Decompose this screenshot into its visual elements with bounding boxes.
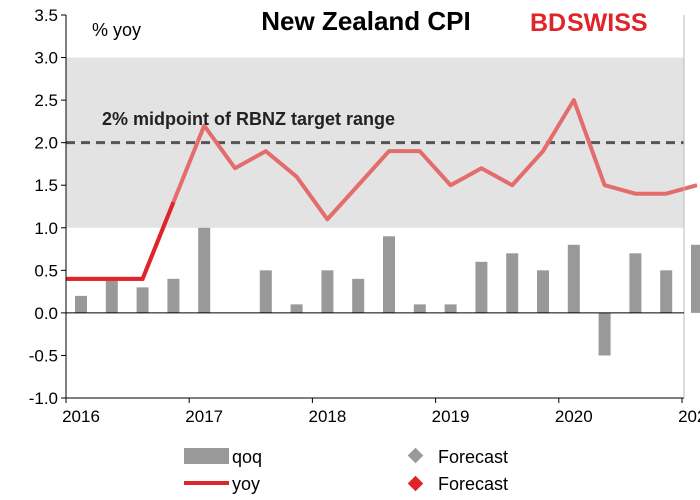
y-tick-label: 3.5 bbox=[34, 6, 58, 25]
qoq-bar bbox=[444, 304, 457, 313]
x-tick-label: 2019 bbox=[432, 407, 470, 426]
yoy-line-layer bbox=[66, 98, 698, 281]
unit-label: % yoy bbox=[92, 20, 141, 40]
qoq-bars bbox=[75, 227, 700, 356]
x-tick-label: 2018 bbox=[308, 407, 346, 426]
qoq-bar bbox=[321, 270, 334, 313]
chart-title: New Zealand CPI bbox=[261, 6, 471, 36]
qoq-bar bbox=[352, 278, 365, 313]
qoq-bar bbox=[475, 261, 488, 313]
yoy-line bbox=[66, 98, 698, 281]
x-tick-label: 2021 bbox=[678, 407, 700, 426]
y-tick-label: 0.5 bbox=[34, 261, 58, 280]
y-tick-label: 3.0 bbox=[34, 49, 58, 68]
qoq-bar bbox=[105, 278, 118, 313]
legend-yoy-label: yoy bbox=[232, 474, 260, 494]
x-tick-label: 2017 bbox=[185, 407, 223, 426]
qoq-bar bbox=[259, 270, 272, 313]
y-tick-label: 2.5 bbox=[34, 91, 58, 110]
qoq-bar bbox=[598, 312, 611, 356]
qoq-bar bbox=[567, 244, 580, 313]
logo-part-bd: BD bbox=[530, 9, 566, 37]
x-tick-label: 2020 bbox=[555, 407, 593, 426]
qoq-bar bbox=[75, 295, 87, 313]
qoq-bar bbox=[167, 278, 180, 313]
qoq-bar bbox=[290, 304, 303, 313]
qoq-bar bbox=[506, 253, 519, 313]
y-tick-label: 1.0 bbox=[34, 219, 58, 238]
legend-forecast-red-diamond bbox=[407, 475, 424, 492]
reference-line-label: 2% midpoint of RBNZ target range bbox=[102, 109, 395, 129]
qoq-bar bbox=[198, 227, 211, 313]
logo-part-swiss: SWISS bbox=[567, 9, 648, 37]
y-tick-label: -0.5 bbox=[29, 346, 58, 365]
y-tick-label: 2.0 bbox=[34, 134, 58, 153]
bdswiss-logo: BD SWISS bbox=[530, 9, 648, 37]
qoq-bar bbox=[629, 253, 642, 313]
legend-forecast-grey-label: Forecast bbox=[438, 447, 508, 467]
legend-qoq-swatch bbox=[184, 448, 229, 464]
qoq-bar bbox=[660, 270, 673, 313]
legend-forecast-grey-diamond bbox=[407, 447, 424, 464]
y-tick-label: 1.5 bbox=[34, 176, 58, 195]
yoy-line-start bbox=[66, 201, 176, 281]
qoq-bar bbox=[413, 304, 426, 313]
y-tick-label: 0.0 bbox=[34, 304, 58, 323]
legend-qoq-label: qoq bbox=[232, 447, 262, 467]
legend: qoq Forecast yoy Forecast bbox=[184, 447, 508, 494]
qoq-bar bbox=[383, 236, 395, 313]
legend-forecast-red-label: Forecast bbox=[438, 474, 508, 494]
y-tick-label: -1.0 bbox=[29, 389, 58, 408]
qoq-bar bbox=[691, 244, 700, 313]
qoq-bar bbox=[537, 270, 549, 313]
x-tick-label: 2016 bbox=[62, 407, 100, 426]
qoq-bar bbox=[136, 287, 149, 313]
